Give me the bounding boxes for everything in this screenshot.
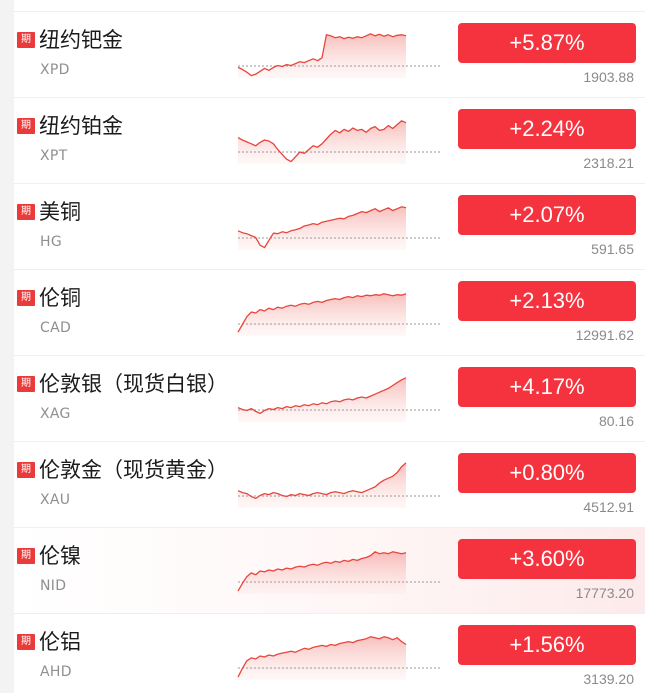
instrument-code: NID [40, 578, 67, 594]
sparkline-line [237, 462, 407, 500]
change-percent-button[interactable]: +2.24% [458, 109, 636, 149]
futures-badge: 期 [17, 462, 35, 478]
change-percent-button[interactable]: +3.60% [458, 539, 636, 579]
sparkline-area [238, 377, 406, 422]
instrument-name: 伦敦银（现货白银） [39, 372, 228, 396]
sparkline-line [237, 377, 407, 415]
change-percent-button[interactable]: +1.56% [458, 625, 636, 665]
list-item-hg[interactable]: 期 美铜 HG +2.07% 591.65 [14, 184, 645, 270]
sparkline-area [238, 462, 406, 508]
trend-sparkline [237, 636, 442, 680]
trend-sparkline [237, 120, 442, 164]
instrument-name: 纽约铂金 [39, 114, 123, 138]
list-item-xau[interactable]: 期 伦敦金（现货黄金） XAU +0.80% 4512.91 [14, 442, 645, 528]
instrument-code: XAU [40, 492, 71, 508]
list-item-xpt[interactable]: 期 纽约铂金 XPT +2.24% 2318.21 [14, 98, 645, 184]
change-percent-button[interactable]: +4.17% [458, 367, 636, 407]
sparkline-line [237, 33, 407, 77]
list-item-xag[interactable]: 期 伦敦银（现货白银） XAG +4.17% 80.16 [14, 356, 645, 442]
sparkline-line [237, 551, 407, 592]
change-percent-button[interactable]: +2.07% [458, 195, 636, 235]
trend-sparkline [237, 551, 442, 594]
change-percent-button[interactable]: +0.80% [458, 453, 636, 493]
futures-badge: 期 [17, 290, 35, 306]
futures-badge: 期 [17, 118, 35, 134]
last-price: 591.65 [591, 241, 634, 257]
futures-badge: 期 [17, 32, 35, 48]
instrument-code: HG [40, 234, 62, 250]
instrument-code: XPT [40, 148, 68, 164]
last-price: 1903.88 [583, 69, 634, 85]
instrument-name: 美铜 [39, 200, 81, 224]
left-edge-strip [0, 0, 14, 693]
list-item-ahd[interactable]: 期 伦铝 AHD +1.56% 3139.20 [14, 614, 645, 693]
sparkline-area [238, 293, 406, 336]
instrument-code: XAG [40, 406, 71, 422]
last-price: 80.16 [598, 413, 634, 429]
instrument-name: 伦镍 [39, 544, 81, 568]
futures-badge: 期 [17, 204, 35, 220]
trend-sparkline [237, 33, 442, 78]
futures-list: 期 纽约钯金 XPD +5.87% 1903.88 期 纽约铂金 XPT +2.… [14, 12, 645, 693]
instrument-code: XPD [40, 62, 70, 78]
futures-badge: 期 [17, 376, 35, 392]
change-percent-button[interactable]: +5.87% [458, 23, 636, 63]
sparkline-line [237, 293, 407, 333]
sparkline-line [237, 120, 407, 163]
instrument-name: 伦敦金（现货黄金） [39, 458, 228, 482]
instrument-code: AHD [40, 664, 72, 680]
instrument-name: 伦铜 [39, 286, 81, 310]
last-price: 2318.21 [583, 155, 634, 171]
sparkline-area [238, 206, 406, 250]
instrument-name: 纽约钯金 [39, 28, 123, 52]
futures-badge: 期 [17, 634, 35, 650]
top-divider [14, 11, 645, 12]
change-percent-button[interactable]: +2.13% [458, 281, 636, 321]
last-price: 4512.91 [583, 499, 634, 515]
trend-sparkline [237, 462, 442, 508]
trend-sparkline [237, 293, 442, 336]
sparkline-area [238, 120, 406, 164]
sparkline-area [238, 636, 406, 680]
trend-sparkline [237, 377, 442, 422]
last-price: 12991.62 [575, 327, 634, 343]
sparkline-line [237, 206, 407, 249]
trend-sparkline [237, 206, 442, 250]
list-item-cad[interactable]: 期 伦铜 CAD +2.13% 12991.62 [14, 270, 645, 356]
instrument-code: CAD [40, 320, 72, 336]
list-item-xpd[interactable]: 期 纽约钯金 XPD +5.87% 1903.88 [14, 12, 645, 98]
sparkline-area [238, 551, 406, 594]
sparkline-line [237, 636, 407, 678]
last-price: 3139.20 [583, 671, 634, 687]
futures-badge: 期 [17, 548, 35, 564]
sparkline-area [238, 33, 406, 78]
list-item-nid[interactable]: 期 伦镍 NID +3.60% 17773.20 [14, 528, 645, 614]
instrument-name: 伦铝 [39, 630, 81, 654]
last-price: 17773.20 [575, 585, 634, 601]
